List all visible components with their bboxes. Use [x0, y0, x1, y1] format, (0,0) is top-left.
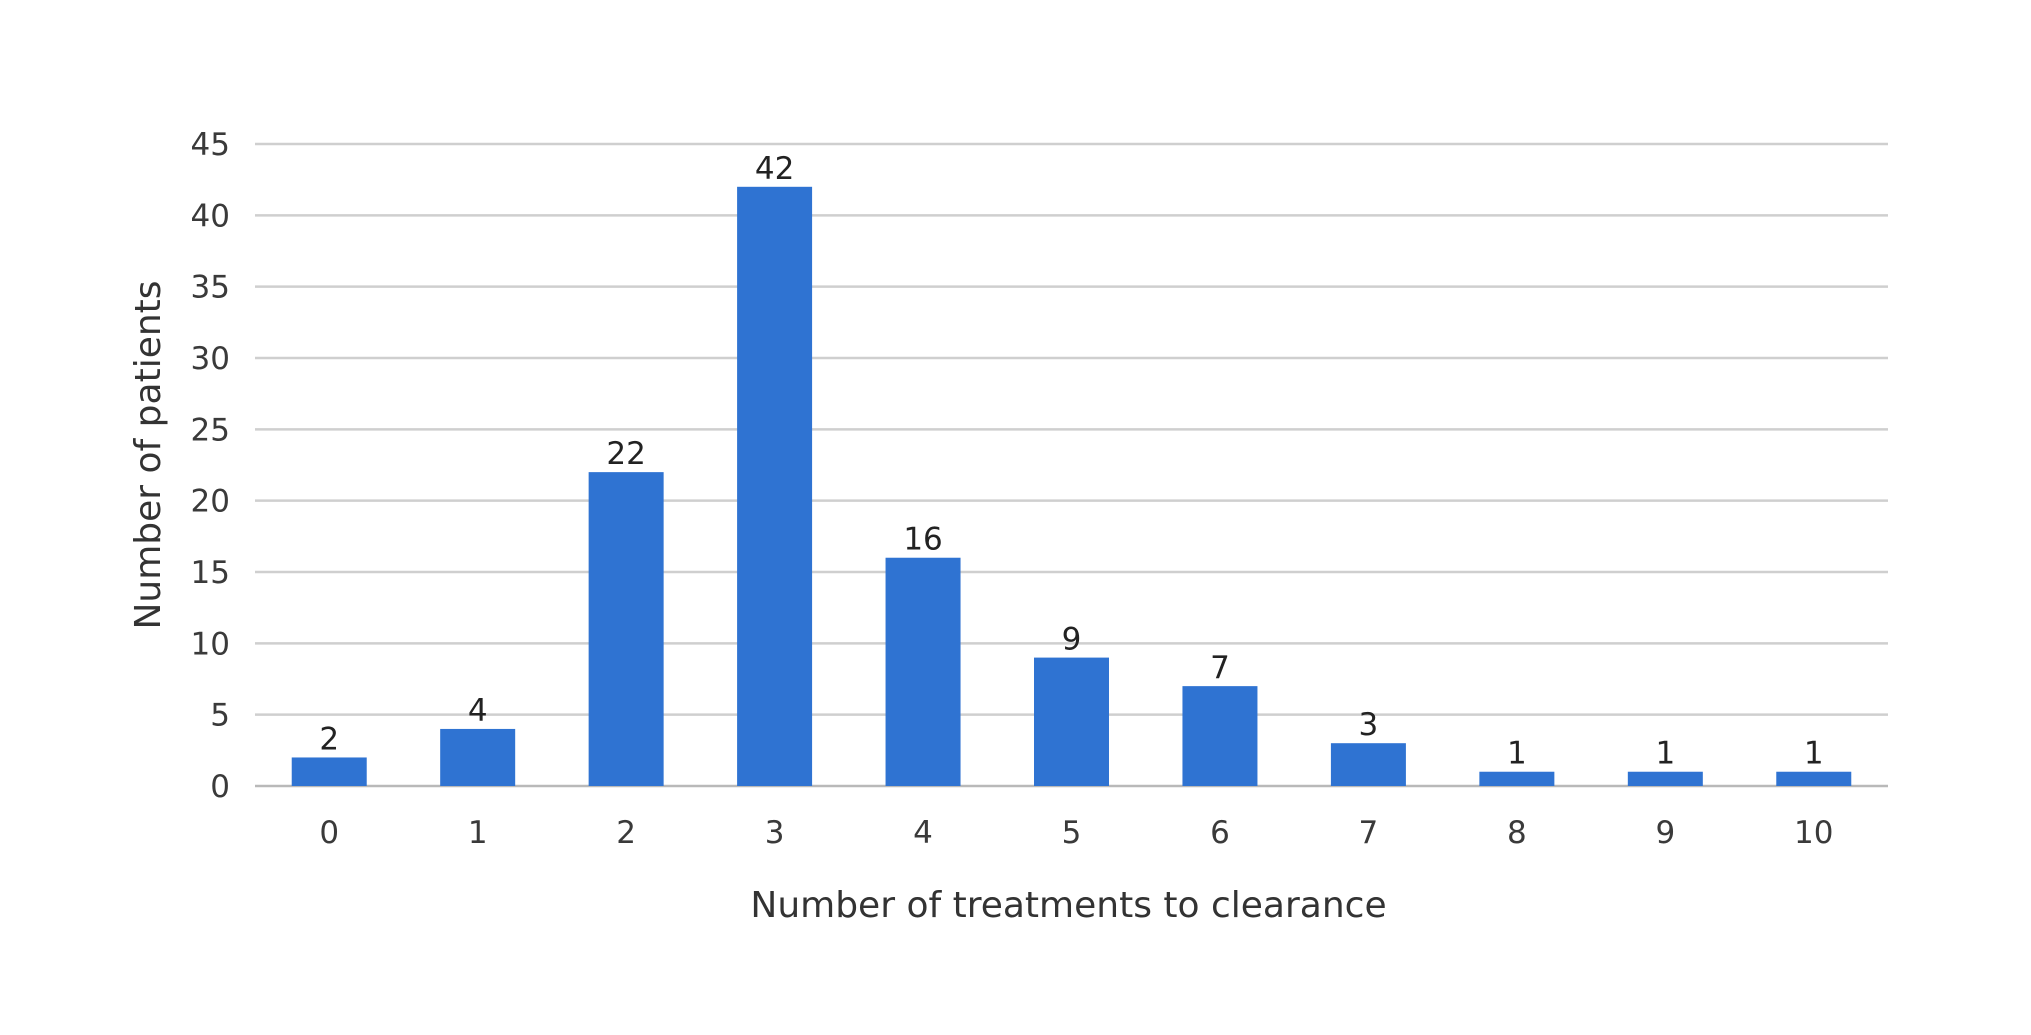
data-label: 1 — [1507, 736, 1527, 772]
y-tick-label: 20 — [191, 484, 230, 520]
bar-1 — [440, 728, 516, 786]
y-tick-label: 0 — [210, 769, 230, 805]
x-tick-label: 2 — [616, 815, 636, 851]
y-tick-label: 5 — [210, 698, 230, 734]
y-tick-label: 45 — [191, 127, 230, 163]
x-tick-label: 5 — [1062, 815, 1082, 851]
data-label: 3 — [1359, 707, 1379, 743]
data-label: 4 — [468, 693, 488, 729]
x-tick-label: 10 — [1794, 815, 1833, 851]
bar-2 — [588, 472, 664, 786]
y-axis-title: Number of patients — [128, 280, 169, 629]
bar-9 — [1627, 771, 1703, 786]
y-tick-label: 15 — [191, 555, 230, 591]
x-tick-label: 4 — [913, 815, 933, 851]
bar-8 — [1479, 771, 1555, 786]
x-tick-label: 6 — [1210, 815, 1230, 851]
y-tick-label: 35 — [191, 270, 230, 306]
bar-5 — [1034, 657, 1109, 786]
x-axis-ticks: 0 1 2 3 4 5 6 7 8 9 10 — [319, 815, 1833, 851]
data-label: 1 — [1655, 736, 1675, 772]
x-axis-title: Number of treatments to clearance — [750, 885, 1386, 926]
y-tick-label: 30 — [191, 341, 230, 377]
data-label: 7 — [1210, 650, 1230, 686]
y-tick-label: 10 — [191, 626, 230, 662]
bar-7 — [1330, 743, 1406, 786]
data-labels: 2 4 22 42 16 9 7 3 1 1 1 — [319, 151, 1823, 772]
y-axis-ticks: 0 5 10 15 20 25 30 35 40 45 — [191, 127, 230, 805]
data-label: 42 — [755, 151, 794, 187]
x-tick-label: 8 — [1507, 815, 1527, 851]
x-tick-label: 7 — [1359, 815, 1379, 851]
data-label: 2 — [319, 721, 339, 757]
data-label: 9 — [1062, 622, 1082, 658]
bar-10 — [1776, 771, 1852, 786]
y-tick-label: 40 — [191, 198, 230, 234]
bar-6 — [1182, 686, 1258, 786]
data-label: 22 — [606, 436, 645, 472]
bar-4 — [885, 557, 961, 786]
data-label: 1 — [1804, 736, 1824, 772]
bar-0 — [291, 757, 367, 786]
y-tick-label: 25 — [191, 412, 230, 448]
x-tick-label: 0 — [319, 815, 339, 851]
bars — [291, 186, 1852, 787]
x-tick-label: 1 — [468, 815, 488, 851]
bar-3 — [737, 186, 813, 787]
x-tick-label: 9 — [1655, 815, 1675, 851]
gridlines — [255, 142, 1888, 788]
x-tick-label: 3 — [765, 815, 785, 851]
data-label: 16 — [903, 522, 942, 558]
